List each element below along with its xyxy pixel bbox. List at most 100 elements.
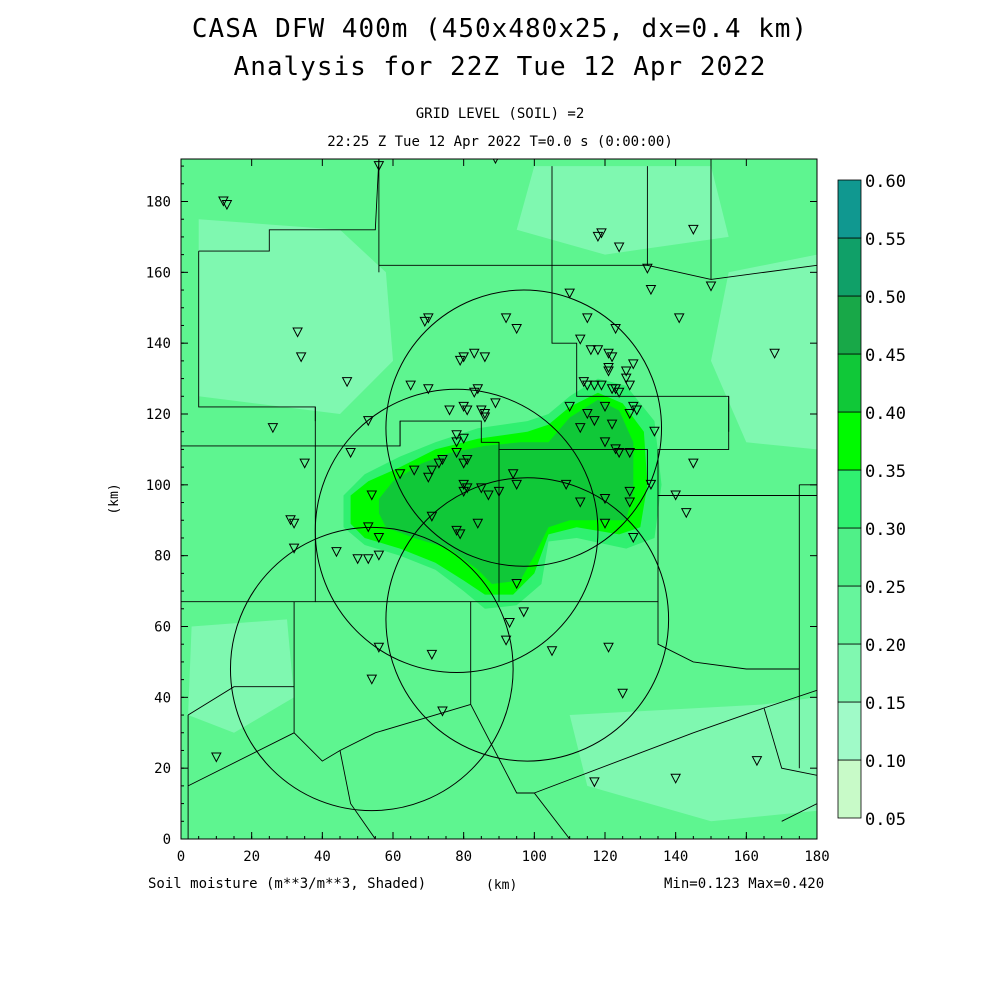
- station-marker: [606, 419, 618, 430]
- station-marker: [624, 486, 636, 498]
- station-marker: [458, 458, 469, 469]
- station-marker: [627, 532, 639, 544]
- x-axis-unit: (km): [486, 878, 518, 893]
- variable-label: Soil moisture (m**3/m**3, Shaded): [148, 876, 427, 892]
- station-marker: [574, 423, 586, 434]
- station-marker: [596, 228, 607, 239]
- station-marker: [454, 529, 466, 540]
- colorbar-label: 0.05: [865, 810, 906, 830]
- contour-region-0_15-3: [569, 697, 817, 822]
- station-marker: [585, 345, 597, 356]
- colorbar-label: 0.30: [865, 520, 906, 540]
- station-marker: [688, 224, 699, 235]
- colorbar-label: 0.15: [865, 694, 906, 714]
- station-marker: [631, 405, 643, 416]
- colorbar-label: 0.10: [865, 752, 906, 772]
- x-tick-label: 20: [243, 849, 260, 865]
- station-marker: [362, 416, 374, 427]
- y-tick-label: 160: [146, 265, 171, 281]
- station-marker: [426, 649, 438, 660]
- station-marker: [599, 437, 611, 448]
- y-tick-label: 120: [146, 407, 171, 423]
- station-marker: [461, 483, 473, 494]
- county-boundary: [657, 396, 730, 496]
- station-marker: [285, 515, 296, 526]
- station-marker: [479, 352, 491, 363]
- county-boundaries: [181, 159, 817, 839]
- station-marker: [599, 518, 611, 529]
- station-marker: [500, 635, 512, 646]
- colorbar-swatch: [837, 295, 862, 355]
- valid-time-label: 22:25 Z Tue 12 Apr 2022 T=0.0 s (0:00:00…: [327, 134, 673, 150]
- station-marker: [433, 458, 445, 469]
- colorbar-label: 0.60: [865, 172, 906, 192]
- station-marker: [479, 412, 491, 423]
- station-marker: [564, 401, 575, 413]
- station-marker: [288, 518, 300, 529]
- station-marker: [518, 607, 530, 618]
- y-tick-label: 180: [146, 195, 171, 211]
- station-marker: [423, 384, 434, 395]
- station-marker: [688, 458, 699, 469]
- colorbar-swatch: [837, 759, 862, 819]
- station-marker: [493, 486, 505, 498]
- station-marker: [458, 401, 469, 413]
- x-tick-label: 140: [663, 849, 688, 865]
- county-boundary: [470, 704, 571, 839]
- y-tick-label: 40: [154, 690, 171, 706]
- station-marker: [578, 377, 590, 388]
- grid-level-label: GRID LEVEL (SOIL) =2: [415, 106, 585, 122]
- colorbar-label: 0.55: [865, 230, 906, 250]
- station-marker: [627, 359, 639, 370]
- radar-range-rings: [229, 289, 670, 812]
- station-marker: [366, 674, 378, 685]
- station-marker: [610, 324, 621, 335]
- y-tick-label: 20: [154, 761, 171, 777]
- county-boundary: [710, 264, 817, 280]
- contour-region-0_15-1: [516, 166, 729, 255]
- station-marker: [507, 469, 519, 480]
- station-marker: [366, 490, 378, 501]
- radar-range-ring: [385, 289, 663, 567]
- station-marker: [451, 430, 462, 441]
- station-marker: [362, 554, 374, 565]
- station-marker: [426, 511, 438, 522]
- station-marker: [511, 579, 522, 590]
- station-marker: [423, 313, 434, 324]
- county-boundary: [763, 707, 817, 776]
- station-markers: [211, 159, 780, 788]
- station-marker: [574, 334, 586, 345]
- station-marker: [603, 362, 614, 374]
- station-marker: [476, 483, 487, 494]
- station-marker: [373, 550, 385, 561]
- station-marker: [645, 479, 657, 490]
- chart-title: CASA DFW 400m (450x480x25, dx=0.4 km): [191, 14, 809, 44]
- station-marker: [560, 479, 572, 490]
- station-marker: [589, 380, 600, 391]
- station-marker: [642, 263, 653, 274]
- station-marker: [649, 426, 660, 437]
- station-marker: [426, 465, 438, 476]
- y-tick-label: 60: [154, 620, 171, 636]
- station-marker: [574, 497, 586, 508]
- station-marker: [511, 479, 522, 490]
- radar-range-ring: [229, 526, 514, 812]
- station-marker: [613, 447, 625, 459]
- station-marker: [617, 688, 628, 699]
- x-tick-label: 100: [522, 849, 547, 865]
- county-boundary: [293, 732, 341, 762]
- contour-region-0_15-2: [711, 254, 817, 450]
- station-marker: [458, 352, 469, 363]
- station-marker: [511, 324, 522, 335]
- station-marker: [472, 518, 484, 529]
- station-marker: [673, 313, 685, 324]
- station-marker: [408, 465, 420, 476]
- station-marker: [589, 416, 600, 427]
- station-marker: [620, 373, 632, 384]
- station-marker: [211, 752, 222, 763]
- station-marker: [490, 398, 501, 409]
- station-marker: [751, 756, 763, 767]
- station-marker: [582, 409, 593, 420]
- y-axis: 0 20 40 60 80 100 120 140 160 180: [146, 165, 817, 848]
